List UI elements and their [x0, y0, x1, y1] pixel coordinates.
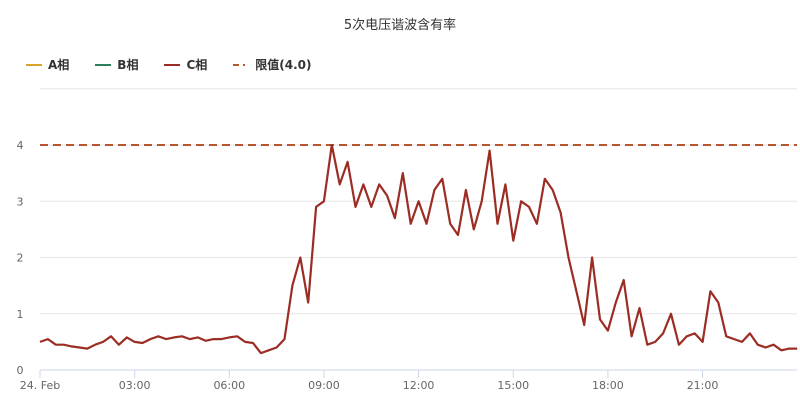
x-tick-label: 15:00 [497, 379, 529, 392]
y-tick-label: 2 [17, 252, 24, 265]
chart-title: 5次电压谐波含有率 [343, 18, 457, 33]
x-tick-label: 09:00 [308, 379, 340, 392]
legend-swatch-b [95, 63, 112, 66]
legend-swatch-c [164, 63, 181, 66]
series-line-c [39, 143, 798, 355]
legend-label-limit: 限值(4.0) [255, 58, 312, 72]
legend-swatch-a [26, 63, 42, 66]
legend-item-b[interactable]: B相 [95, 56, 138, 73]
x-tick-label: 06:00 [213, 379, 245, 392]
legend-swatch-limit [233, 63, 250, 66]
legend-label-b: B相 [117, 58, 139, 72]
y-tick-label: 3 [17, 195, 24, 208]
legend: A相 B相 C相 限值(4.0) [26, 56, 312, 73]
x-tick-label: 12:00 [403, 379, 435, 392]
legend-item-limit[interactable]: 限值(4.0) [233, 56, 312, 73]
x-tick-label: 18:00 [592, 379, 624, 392]
x-tick-label: 21:00 [687, 379, 719, 392]
y-tick-label: 1 [17, 308, 24, 321]
y-tick-label: 4 [17, 139, 24, 152]
legend-item-a[interactable]: A相 [26, 56, 69, 73]
x-tick-label: 24. Feb [20, 379, 60, 392]
legend-item-c[interactable]: C相 [164, 56, 207, 73]
legend-label-a: A相 [48, 58, 70, 72]
x-tick-label: 03:00 [119, 379, 151, 392]
y-tick-label: 0 [17, 364, 24, 377]
legend-label-c: C相 [186, 58, 208, 72]
